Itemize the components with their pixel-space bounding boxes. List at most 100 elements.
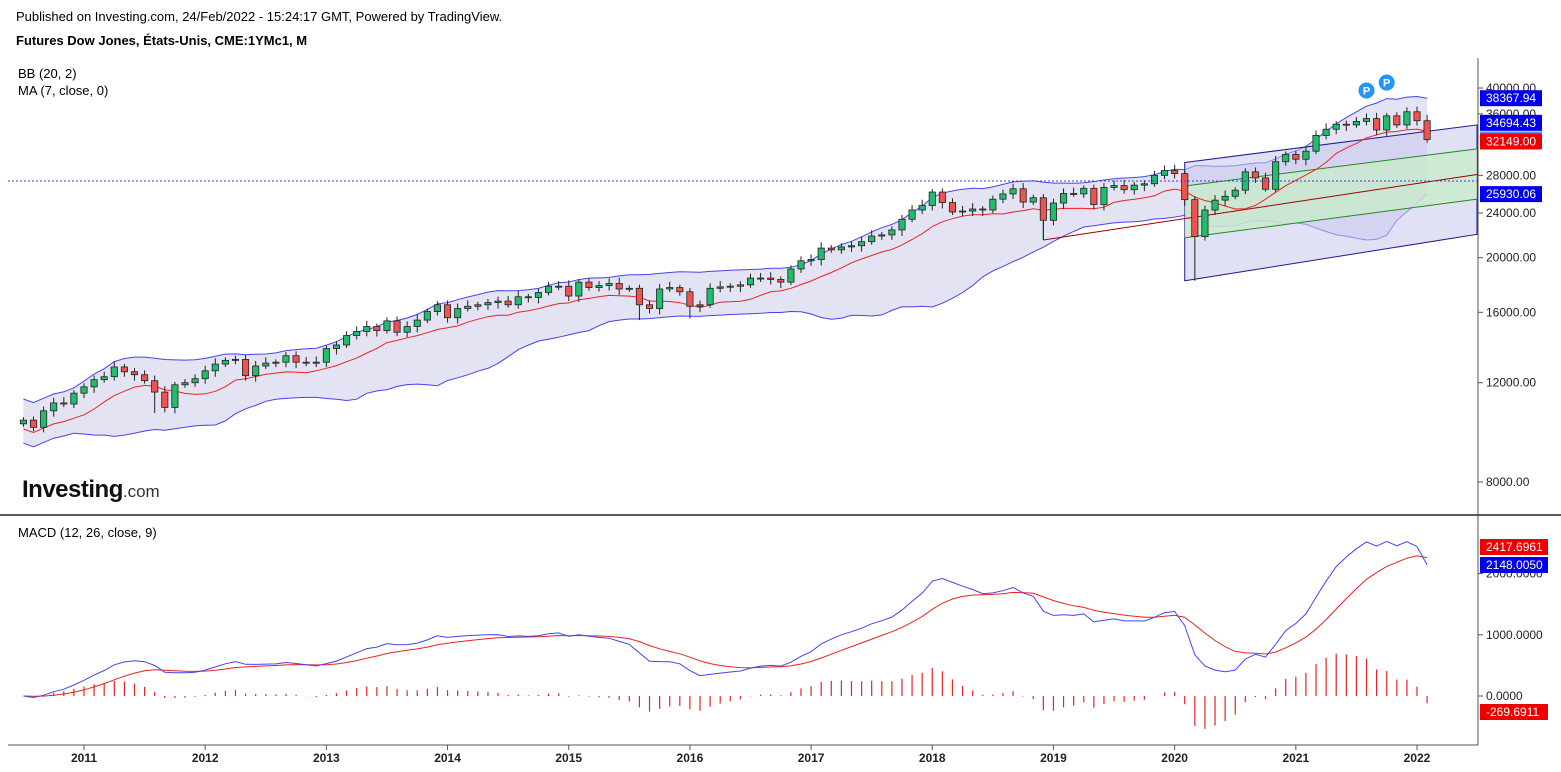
- candle-bull[interactable]: [605, 278, 613, 291]
- candle-bear[interactable]: [1090, 184, 1098, 210]
- candle-bear[interactable]: [120, 364, 128, 377]
- candle-bull[interactable]: [1312, 130, 1320, 155]
- candle-bull[interactable]: [181, 379, 189, 388]
- candle-bull[interactable]: [262, 357, 270, 369]
- candle-bull[interactable]: [534, 288, 542, 304]
- candle-bull[interactable]: [353, 326, 361, 340]
- candle-bull[interactable]: [1029, 194, 1037, 206]
- candle-bull[interactable]: [736, 281, 744, 293]
- candle-bull[interactable]: [413, 314, 421, 333]
- candle-bull[interactable]: [1332, 121, 1340, 135]
- candle-bull[interactable]: [1100, 183, 1108, 211]
- candle-bear[interactable]: [373, 323, 381, 337]
- candle-bull[interactable]: [110, 361, 118, 381]
- candle-bull[interactable]: [989, 195, 997, 213]
- pivot-marker[interactable]: P: [1358, 82, 1375, 99]
- candle-bull[interactable]: [343, 331, 351, 348]
- candle-bull[interactable]: [1282, 151, 1290, 166]
- candle-bull[interactable]: [1221, 190, 1229, 207]
- candles[interactable]: [19, 106, 1431, 433]
- candle-bear[interactable]: [1019, 182, 1027, 209]
- candle-bull[interactable]: [40, 406, 48, 433]
- candle-bull[interactable]: [847, 241, 856, 252]
- candle-bear[interactable]: [242, 355, 250, 381]
- candle-bull[interactable]: [928, 189, 936, 211]
- candle-bull[interactable]: [898, 214, 906, 236]
- candle-bull[interactable]: [1060, 188, 1068, 210]
- candle-bull[interactable]: [918, 199, 926, 214]
- candle-bull[interactable]: [858, 236, 866, 252]
- candle-bull[interactable]: [1211, 195, 1219, 215]
- candle-bear[interactable]: [1191, 196, 1199, 281]
- candle-bull[interactable]: [100, 371, 108, 383]
- candle-bull[interactable]: [868, 230, 876, 245]
- candle-bear[interactable]: [302, 357, 310, 367]
- candle-bear[interactable]: [1120, 179, 1128, 194]
- candle-bull[interactable]: [1403, 107, 1411, 129]
- candle-bear[interactable]: [585, 278, 593, 291]
- candle-bear[interactable]: [777, 276, 785, 289]
- candle-bull[interactable]: [817, 242, 825, 266]
- candle-bull[interactable]: [282, 352, 290, 368]
- candle-bear[interactable]: [635, 284, 643, 321]
- candle-bear[interactable]: [1181, 170, 1189, 206]
- candle-bull[interactable]: [1231, 187, 1239, 200]
- candle-bull[interactable]: [221, 357, 229, 368]
- candle-bull[interactable]: [332, 341, 340, 355]
- candle-bull[interactable]: [807, 254, 815, 266]
- candle-bull[interactable]: [494, 296, 502, 309]
- candle-bear[interactable]: [1261, 172, 1270, 192]
- candle-bear[interactable]: [1373, 112, 1381, 135]
- candle-bear[interactable]: [1251, 167, 1259, 183]
- candle-bull[interactable]: [908, 204, 916, 223]
- candle-bull[interactable]: [423, 308, 431, 324]
- candle-bear[interactable]: [161, 386, 169, 413]
- candle-bull[interactable]: [757, 273, 765, 283]
- candle-bear[interactable]: [938, 188, 946, 209]
- candle-bear[interactable]: [979, 206, 987, 216]
- candle-bull[interactable]: [555, 281, 563, 291]
- candle-bull[interactable]: [888, 226, 896, 240]
- candle-bull[interactable]: [464, 300, 472, 312]
- candle-bear[interactable]: [1292, 150, 1300, 165]
- candle-bull[interactable]: [595, 281, 603, 292]
- candle-bull[interactable]: [1049, 198, 1057, 226]
- candle-bear[interactable]: [767, 272, 775, 285]
- candle-bear[interactable]: [1171, 164, 1179, 179]
- candle-bull[interactable]: [403, 321, 411, 338]
- candle-bull[interactable]: [363, 320, 371, 337]
- candle-bull[interactable]: [171, 381, 179, 414]
- candle-bull[interactable]: [666, 281, 674, 292]
- candle-bear[interactable]: [645, 300, 654, 314]
- candle-bull[interactable]: [272, 359, 280, 368]
- candle-bear[interactable]: [1070, 187, 1078, 197]
- candle-bull[interactable]: [656, 283, 664, 315]
- candle-bull[interactable]: [787, 265, 795, 286]
- candle-bull[interactable]: [1140, 180, 1148, 192]
- candle-bull[interactable]: [999, 189, 1007, 204]
- candle-bull[interactable]: [1130, 182, 1138, 195]
- candle-bull[interactable]: [191, 374, 199, 387]
- candle-bull[interactable]: [433, 301, 441, 316]
- candle-bear[interactable]: [60, 397, 68, 407]
- candle-bull[interactable]: [211, 358, 219, 377]
- candle-bull[interactable]: [1322, 123, 1330, 140]
- candle-bull[interactable]: [1161, 165, 1169, 180]
- candle-bull[interactable]: [454, 303, 462, 324]
- candle-bear[interactable]: [1039, 194, 1047, 240]
- candle-bear[interactable]: [1342, 120, 1350, 131]
- pivot-marker[interactable]: P: [1378, 74, 1395, 91]
- candle-bear[interactable]: [29, 416, 38, 432]
- candle-bear[interactable]: [1413, 106, 1421, 126]
- candle-bull[interactable]: [1201, 205, 1209, 241]
- candle-bull[interactable]: [746, 273, 755, 288]
- candle-bull[interactable]: [1302, 146, 1310, 166]
- candle-bull[interactable]: [1352, 117, 1360, 128]
- candle-bull[interactable]: [837, 243, 845, 254]
- candle-bull[interactable]: [474, 301, 482, 311]
- candle-bull[interactable]: [1080, 185, 1088, 198]
- candle-bear[interactable]: [292, 351, 300, 369]
- candle-bull[interactable]: [1272, 155, 1280, 193]
- candle-bull[interactable]: [231, 355, 240, 365]
